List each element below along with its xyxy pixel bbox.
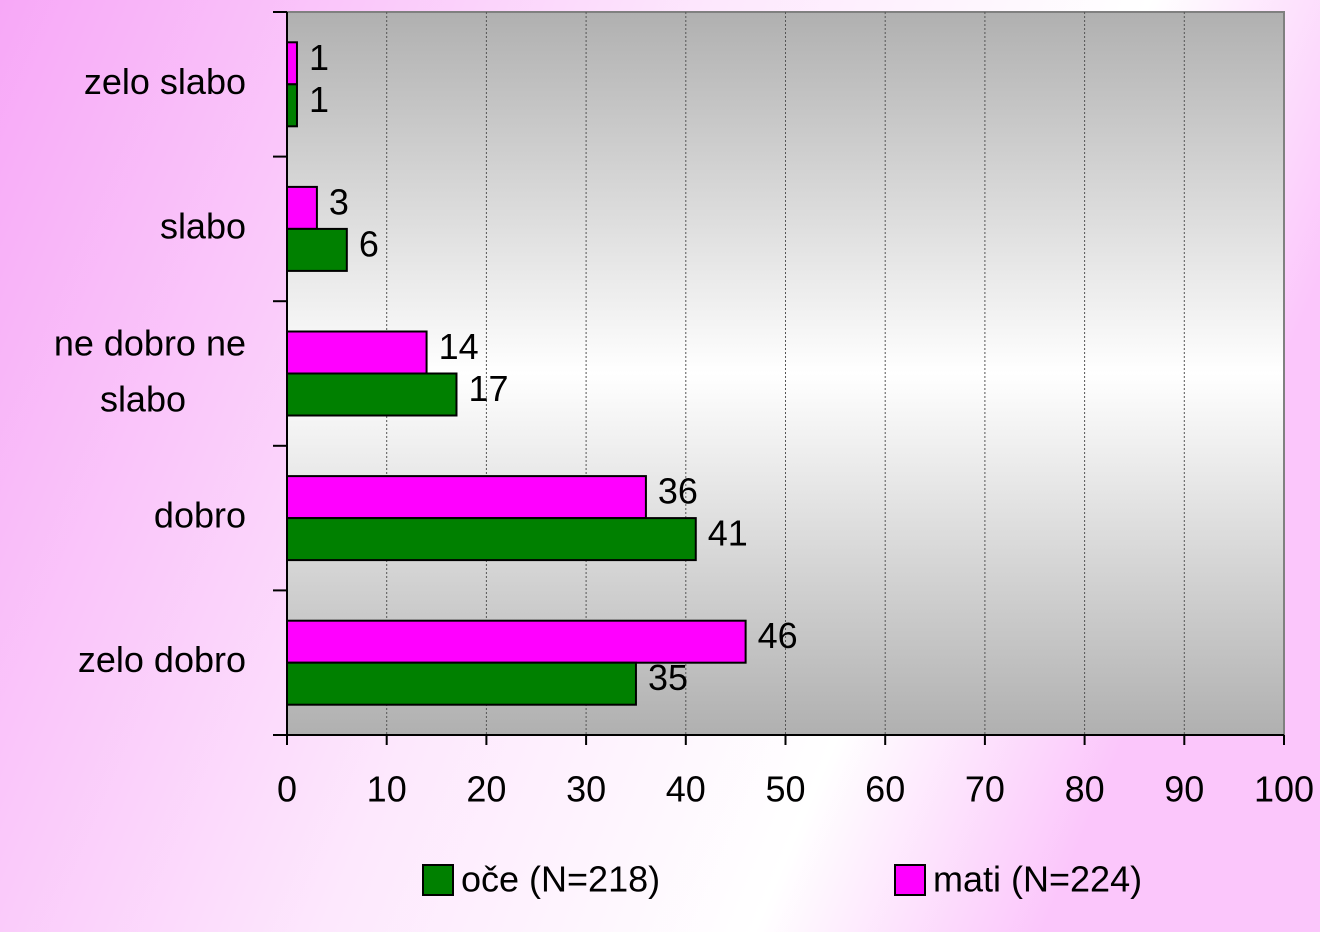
bar	[286, 330, 428, 375]
x-tick-label: 100	[1254, 769, 1314, 810]
bar	[286, 517, 697, 562]
value-label: 1	[309, 79, 329, 120]
value-label: 1	[309, 37, 329, 78]
bar	[286, 227, 348, 272]
x-tick-label: 90	[1164, 769, 1204, 810]
value-label: 14	[439, 326, 479, 367]
value-label: 41	[708, 513, 748, 554]
x-tick-label: 10	[367, 769, 407, 810]
legend-label: mati (N=224)	[933, 859, 1142, 900]
legend-swatch	[422, 864, 454, 896]
bar	[286, 185, 318, 230]
value-label: 3	[329, 181, 349, 222]
bar	[286, 661, 637, 706]
x-tick-label: 0	[277, 769, 297, 810]
value-label: 17	[468, 368, 508, 409]
y-tick-label: slabo	[160, 205, 246, 246]
x-tick-label: 60	[865, 769, 905, 810]
legend-swatch	[894, 864, 926, 896]
y-tick-label: zelo dobro	[78, 639, 246, 680]
bar	[286, 372, 458, 417]
bar	[286, 619, 747, 664]
x-tick-label: 70	[965, 769, 1005, 810]
legend-label: oče (N=218)	[461, 859, 660, 900]
y-tick-label: ne dobro ne slabo	[54, 322, 246, 419]
value-label: 6	[359, 223, 379, 264]
x-tick-label: 80	[1065, 769, 1105, 810]
bar	[286, 83, 298, 128]
value-label: 35	[648, 657, 688, 698]
x-tick-label: 20	[466, 769, 506, 810]
x-tick-label: 30	[566, 769, 606, 810]
value-label: 36	[658, 471, 698, 512]
value-label: 46	[758, 615, 798, 656]
y-tick-label: zelo slabo	[84, 61, 246, 102]
x-tick-label: 40	[666, 769, 706, 810]
x-tick-label: 50	[765, 769, 805, 810]
bar	[286, 475, 647, 520]
bar	[286, 41, 298, 86]
y-tick-label: dobro	[154, 495, 246, 536]
